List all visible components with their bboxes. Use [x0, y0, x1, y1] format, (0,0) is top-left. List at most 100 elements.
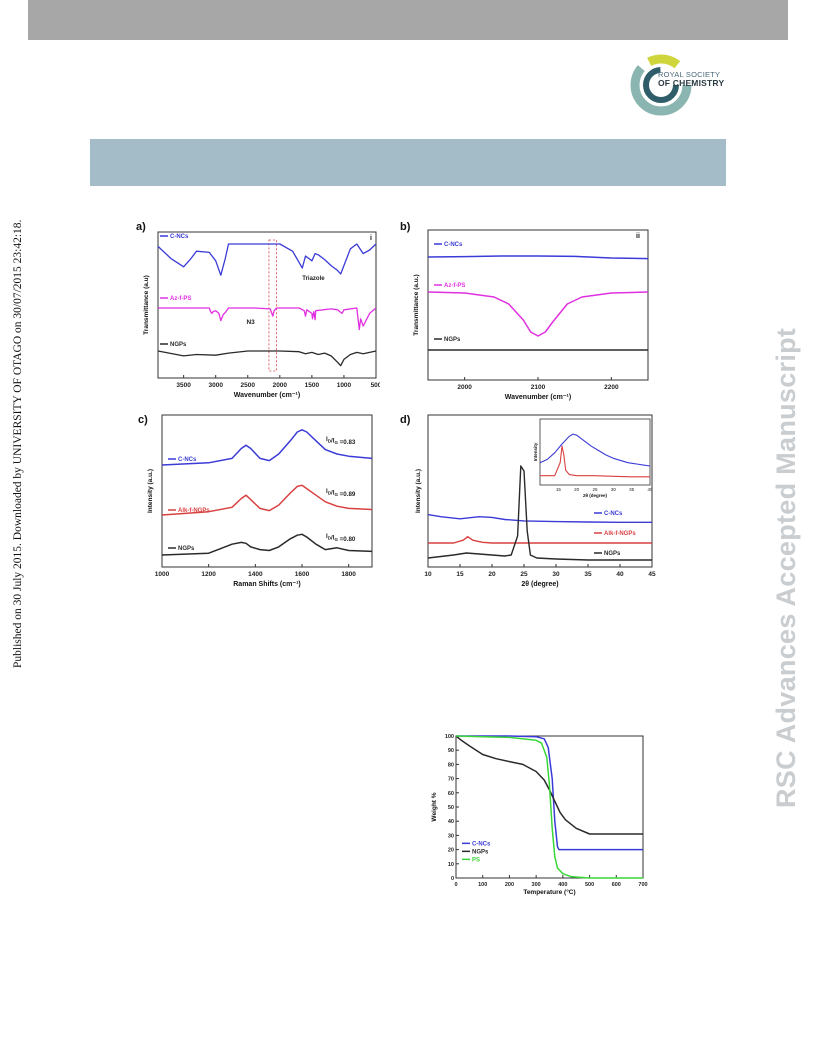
x-tick-label: 2000: [457, 384, 472, 391]
x-tick-label: 40: [616, 571, 624, 578]
legend-label-ngps: NGPs: [444, 337, 461, 343]
series-alk-f-ngps: [161, 484, 373, 516]
id-ig-ratio-label: ID/IG =0.83: [326, 436, 356, 446]
x-tick-label: 1500: [305, 382, 320, 389]
x-axis-label: Raman Shifts (cm⁻¹): [233, 581, 300, 588]
x-tick-label: 3500: [176, 382, 191, 389]
header-bar: [28, 0, 788, 40]
inset-x-tick-label: 20: [574, 487, 580, 492]
panel-label: a): [136, 221, 146, 233]
x-tick-label: 2000: [273, 382, 288, 389]
x-tick-label: 45: [648, 571, 656, 578]
x-tick-label: 1000: [155, 571, 170, 578]
triazole-annotation: Triazole: [302, 276, 325, 282]
plot-frame: [427, 414, 653, 568]
series-az-f-ps: [427, 291, 649, 337]
inset-y-axis-label: Intensity: [533, 442, 538, 461]
id-ig-ratio-label: ID/IG =0.89: [326, 488, 356, 498]
series-ngps: [427, 465, 652, 561]
legend-label-ngps: NGPs: [178, 546, 195, 552]
x-tick-label: 15: [456, 571, 464, 578]
legend-label-c-ncs: C-NCs: [444, 242, 463, 248]
legend-label-c-ncs: C-NCs: [178, 457, 197, 463]
inset-x-tick-label: 35: [629, 487, 635, 492]
panel-corner-label: i: [370, 235, 372, 242]
legend-label-ngps: NGPs: [604, 551, 621, 557]
plot-frame: [161, 414, 373, 568]
x-tick-label: 1400: [248, 571, 263, 578]
series-c-ncs: [427, 513, 652, 523]
inset-x-tick-label: 25: [592, 487, 598, 492]
inset-x-tick-label: 40: [647, 487, 653, 492]
publication-note: Published on 30 July 2015. Downloaded by…: [12, 219, 24, 668]
inset-x-tick-label: 15: [556, 487, 562, 492]
legend-label-c-ncs: C-NCs: [604, 511, 623, 517]
x-tick-label: 200: [505, 882, 514, 888]
y-axis-label: Intensity (a.u.): [415, 469, 422, 513]
legend-label-c-ncs: C-NCs: [170, 234, 189, 240]
x-tick-label: 100: [478, 882, 487, 888]
series-c-ncs: [157, 243, 377, 276]
y-tick-label: 50: [448, 805, 454, 811]
series-ngps: [157, 350, 377, 367]
inset-series-c-ncs: [539, 433, 651, 467]
legend-label-ngps: NGPs: [472, 849, 489, 855]
rsc-logo-icon: [630, 54, 692, 116]
x-tick-label: 25: [520, 571, 528, 578]
x-axis-label: Wavenumber (cm⁻¹): [505, 394, 571, 401]
title-band: [90, 139, 726, 186]
x-tick-label: 2200: [604, 384, 619, 391]
x-tick-label: 2100: [531, 384, 546, 391]
x-tick-label: 500: [371, 382, 380, 389]
y-axis-label: Transmittance (a.u.): [413, 274, 420, 335]
x-tick-label: 600: [612, 882, 621, 888]
x-tick-label: 1600: [295, 571, 310, 578]
y-tick-label: 30: [448, 833, 454, 839]
y-tick-label: 80: [448, 762, 454, 768]
y-tick-label: 40: [448, 819, 454, 825]
y-tick-label: 0: [451, 876, 454, 882]
y-axis-label: Intensity (a.u.): [147, 469, 154, 513]
x-tick-label: 10: [424, 571, 432, 578]
x-tick-label: 2500: [241, 382, 256, 389]
series-ps: [455, 735, 643, 879]
x-tick-label: 20: [488, 571, 496, 578]
x-tick-label: 1200: [201, 571, 216, 578]
y-axis-label: Transmittance (a.u): [143, 275, 150, 335]
legend-label-c-ncs: C-NCs: [472, 841, 491, 847]
panel-c-raman-chart: c) C-NCs Alk-f-NGPs NGPs ID/IG =0.83 ID/IG =0…: [118, 405, 380, 590]
legend-label-ps: PS: [472, 857, 480, 863]
series-alk-f-ngps: [428, 536, 652, 544]
n3-annotation: N3: [246, 319, 255, 326]
plot-frame: [427, 229, 649, 381]
x-axis-label: Wavenumber (cm⁻¹): [234, 392, 300, 399]
panel-label: d): [400, 414, 411, 426]
panel-a-ftir-chart: a) i C-NCs Az-f-PS NGPs Triazole N3 3500 3000 250…: [118, 200, 380, 400]
x-tick-label: 400: [558, 882, 567, 888]
panel-label: b): [400, 221, 411, 233]
accepted-manuscript-watermark: RSC Advances Accepted Manuscript: [771, 327, 801, 808]
n3-region-box: [268, 239, 278, 372]
legend-label-az-f-ps: Az-f-PS: [444, 283, 465, 289]
series-c-ncs: [161, 429, 373, 466]
x-tick-label: 35: [584, 571, 592, 578]
y-tick-label: 90: [448, 748, 454, 754]
x-tick-label: 3000: [208, 382, 223, 389]
series-c-ncs: [456, 735, 643, 851]
y-tick-label: 20: [448, 848, 454, 854]
legend-label-ngps: NGPs: [170, 342, 187, 348]
y-tick-label: 60: [448, 791, 454, 797]
inset-x-tick-label: 30: [611, 487, 617, 492]
x-axis-label: Temperature (°C): [523, 888, 575, 896]
panel-b-ftir-zoom-chart: b) ii C-NCs Az-f-PS NGPs 2000 2100 2200 Wavenumb…: [398, 200, 688, 408]
legend-label-az-f-ps: Az-f-PS: [170, 296, 191, 302]
y-axis-label: Weight %: [431, 792, 438, 821]
panel-label: c): [138, 414, 148, 426]
rsc-logo-text: ROYAL SOCIETY OF CHEMISTRY: [658, 71, 724, 88]
legend-label-alk-f-ngps: Alk-f-NGPs: [178, 508, 210, 514]
panel-d-xrd-chart: d) C-NCs Alk-f-NGPs NGPs 10 15 20 25 30 35 40 45 2θ …: [398, 405, 660, 590]
x-axis-label: 2θ (degree): [521, 581, 558, 588]
id-ig-ratio-label: ID/IG =0.80: [326, 533, 356, 543]
tga-chart: 0 10 20 30 40 50 60 70 80 90 100 0 100 200 300 400 500 60…: [418, 728, 650, 906]
series-c-ncs: [427, 255, 649, 260]
